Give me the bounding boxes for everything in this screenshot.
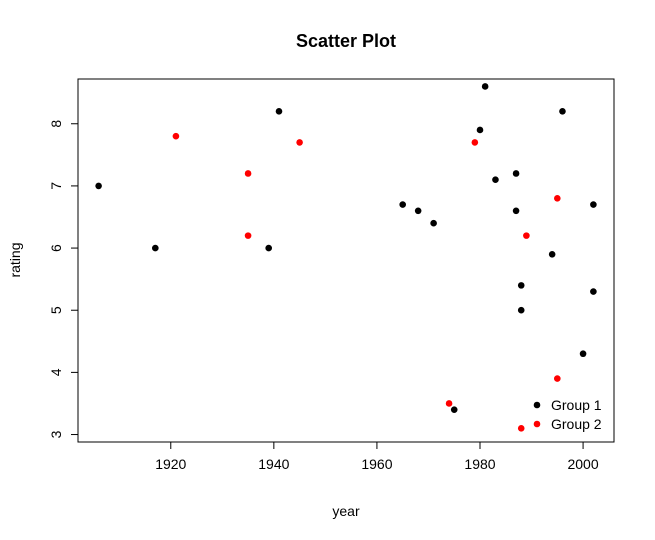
legend: Group 1 Group 2 [533, 397, 602, 432]
legend-marker [533, 420, 541, 428]
data-point [399, 201, 406, 208]
data-point [244, 170, 252, 177]
data-point [512, 207, 520, 215]
data-point [296, 139, 303, 146]
legend-marker [533, 401, 541, 409]
data-point [471, 139, 479, 146]
data-point [414, 207, 422, 215]
data-point [265, 244, 272, 252]
data-point [579, 350, 587, 358]
data-point [523, 232, 530, 239]
data-point [590, 288, 597, 295]
y-tick-label: 8 [48, 120, 64, 128]
x-axis-label: year [332, 503, 360, 519]
data-point [590, 201, 597, 208]
data-point [517, 282, 525, 289]
data-point [512, 170, 520, 177]
data-point [244, 232, 252, 239]
data-point [554, 195, 561, 202]
x-tick-label: 1980 [464, 456, 495, 472]
y-tick-label: 3 [48, 430, 64, 438]
data-point [548, 250, 556, 258]
y-axis-label: rating [7, 242, 23, 277]
data-point [430, 219, 437, 227]
data-point [95, 182, 102, 190]
legend-label: Group 1 [551, 397, 602, 413]
data-point [481, 83, 489, 90]
plot-frame [77, 78, 615, 443]
data-point [554, 375, 561, 382]
y-axis: 3 4 5 6 7 8 [48, 120, 79, 438]
chart-title: Scatter Plot [296, 31, 396, 51]
legend-label: Group 2 [551, 416, 602, 432]
y-tick-label: 5 [48, 306, 64, 314]
x-axis: 1920 1940 1960 1980 2000 [155, 441, 599, 472]
y-tick-label: 7 [48, 182, 64, 190]
data-point [445, 400, 453, 407]
data-point [450, 406, 458, 413]
y-tick-label: 4 [48, 368, 64, 376]
data-point [275, 108, 283, 115]
data-point [559, 108, 566, 115]
x-tick-label: 2000 [567, 456, 598, 472]
data-point [517, 306, 525, 314]
data-point [476, 126, 484, 134]
data-point [517, 425, 525, 432]
data-point [492, 176, 499, 183]
x-tick-label: 1920 [155, 456, 186, 472]
x-tick-label: 1940 [258, 456, 289, 472]
data-points [95, 83, 597, 432]
y-tick-label: 6 [48, 244, 64, 252]
data-point [152, 244, 159, 252]
data-point [172, 132, 180, 140]
x-tick-label: 1960 [361, 456, 392, 472]
